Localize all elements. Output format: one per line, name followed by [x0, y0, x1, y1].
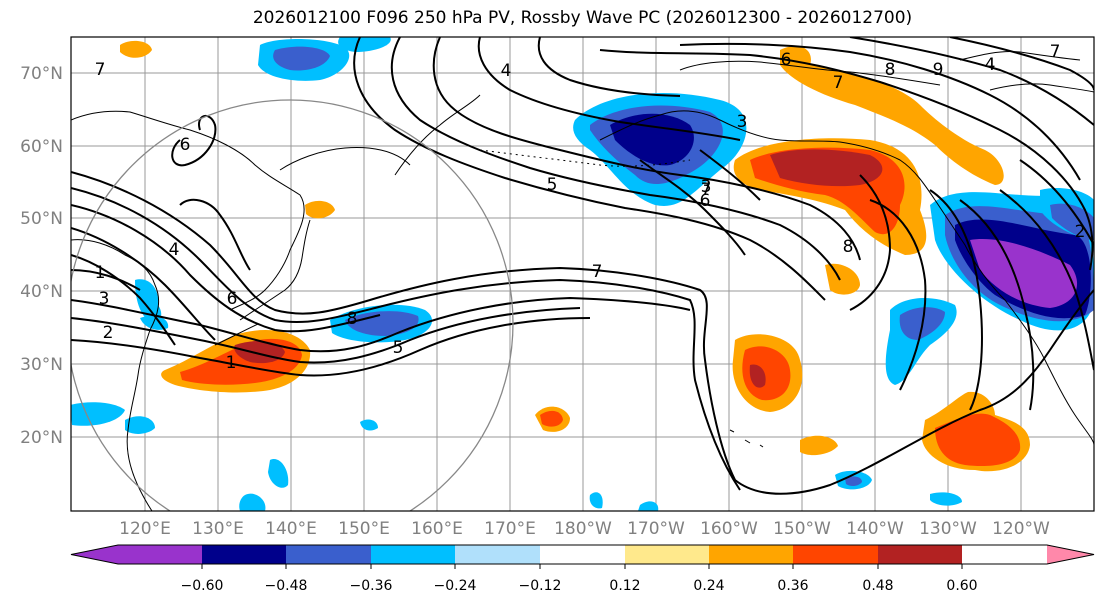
- lon-label: 160°E: [411, 519, 463, 539]
- colorbar-box: [540, 545, 625, 564]
- colorbar-box: [878, 545, 962, 564]
- contour-label: 4: [501, 61, 512, 81]
- contour-label: 6: [781, 50, 792, 70]
- latitude-labels: 70°N 60°N 50°N 40°N 30°N 20°N: [20, 64, 63, 448]
- contour-label: 1: [95, 263, 106, 283]
- contour-label: 3: [99, 289, 110, 309]
- contour-label: 8: [843, 237, 854, 257]
- colorbar: [70, 544, 1095, 565]
- colorbar-box: [625, 545, 709, 564]
- colorbar-tick-label: 0.24: [693, 578, 724, 594]
- colorbar-box: [455, 545, 540, 564]
- contour-label: 9: [933, 60, 944, 80]
- map-frame: [70, 36, 1095, 512]
- contour-label: 7: [701, 180, 712, 200]
- colorbar-extend-high: [1047, 545, 1094, 564]
- lon-label: 180°W: [554, 519, 612, 539]
- contour-label: 7: [1050, 42, 1061, 62]
- colorbar-box: [793, 545, 878, 564]
- colorbar-box: [709, 545, 793, 564]
- lat-label: 60°N: [20, 137, 63, 157]
- colorbar-tick-label: 0.60: [946, 578, 977, 594]
- contour-label: 6: [700, 191, 711, 211]
- lon-label: 130°E: [192, 519, 244, 539]
- colorbar-box: [286, 545, 371, 564]
- contour-label: 3: [737, 112, 748, 132]
- lon-label: 150°W: [773, 519, 831, 539]
- colorbar-tick-label: −0.48: [265, 578, 308, 594]
- figure-title: 2026012100 F096 250 hPa PV, Rossby Wave …: [252, 8, 913, 28]
- contour-label: 2: [1075, 222, 1086, 242]
- colorbar-extend-low: [71, 545, 118, 564]
- lon-label: 160°W: [700, 519, 758, 539]
- contour-label: 8: [347, 309, 358, 329]
- colorbar-tick-label: −0.60: [181, 578, 224, 594]
- contour-label: 6: [180, 135, 191, 155]
- contour-label: 8: [885, 60, 896, 80]
- lon-label: 150°E: [338, 519, 390, 539]
- colorbar-tick-label: −0.12: [519, 578, 562, 594]
- lon-label: 140°W: [846, 519, 904, 539]
- lat-label: 20°N: [20, 428, 63, 448]
- lon-label: 130°W: [919, 519, 977, 539]
- colorbar-outline: [70, 544, 1095, 565]
- longitude-labels: 120°E 130°E 140°E 150°E 160°E 170°E 180°W 170°W…: [119, 519, 1050, 539]
- pv-contours: [71, 37, 1094, 495]
- colorbar-box: [118, 545, 202, 564]
- contour-label: 1: [226, 353, 237, 373]
- colorbar-ticks: −0.60 −0.48 −0.36 −0.24 −0.12 0.12 0.24 0.36 0.4…: [181, 564, 978, 594]
- lon-label: 120°W: [992, 519, 1050, 539]
- lon-label: 140°E: [265, 519, 317, 539]
- lat-label: 50°N: [20, 209, 63, 229]
- colorbar-tick-label: 0.12: [609, 578, 640, 594]
- colorbar-tick-label: −0.36: [350, 578, 393, 594]
- contour-label: 6: [227, 289, 238, 309]
- colorbar-box: [202, 545, 286, 564]
- colorbar-box: [371, 545, 455, 564]
- lon-label: 170°W: [627, 519, 685, 539]
- contour-label: 7: [592, 262, 603, 282]
- lat-label: 40°N: [20, 282, 63, 302]
- colorbar-tick-label: 0.48: [862, 578, 893, 594]
- colorbar-tick-label: 0.36: [777, 578, 808, 594]
- contour-label: 5: [547, 175, 558, 195]
- lat-label: 30°N: [20, 355, 63, 375]
- lat-label: 70°N: [20, 64, 63, 84]
- contour-label: 2: [103, 323, 114, 343]
- contour-label: 7: [95, 60, 106, 80]
- contour-label: 4: [169, 240, 180, 260]
- lon-label: 120°E: [119, 519, 171, 539]
- region-circle: [71, 99, 514, 511]
- contour-label: 5: [393, 338, 404, 358]
- contour-label: 3: [701, 177, 712, 197]
- lon-label: 170°E: [484, 519, 536, 539]
- contour-label: 7: [833, 73, 844, 93]
- graticule: [71, 37, 1094, 511]
- colorbar-tick-label: −0.24: [434, 578, 477, 594]
- contour-label: 4: [985, 55, 996, 75]
